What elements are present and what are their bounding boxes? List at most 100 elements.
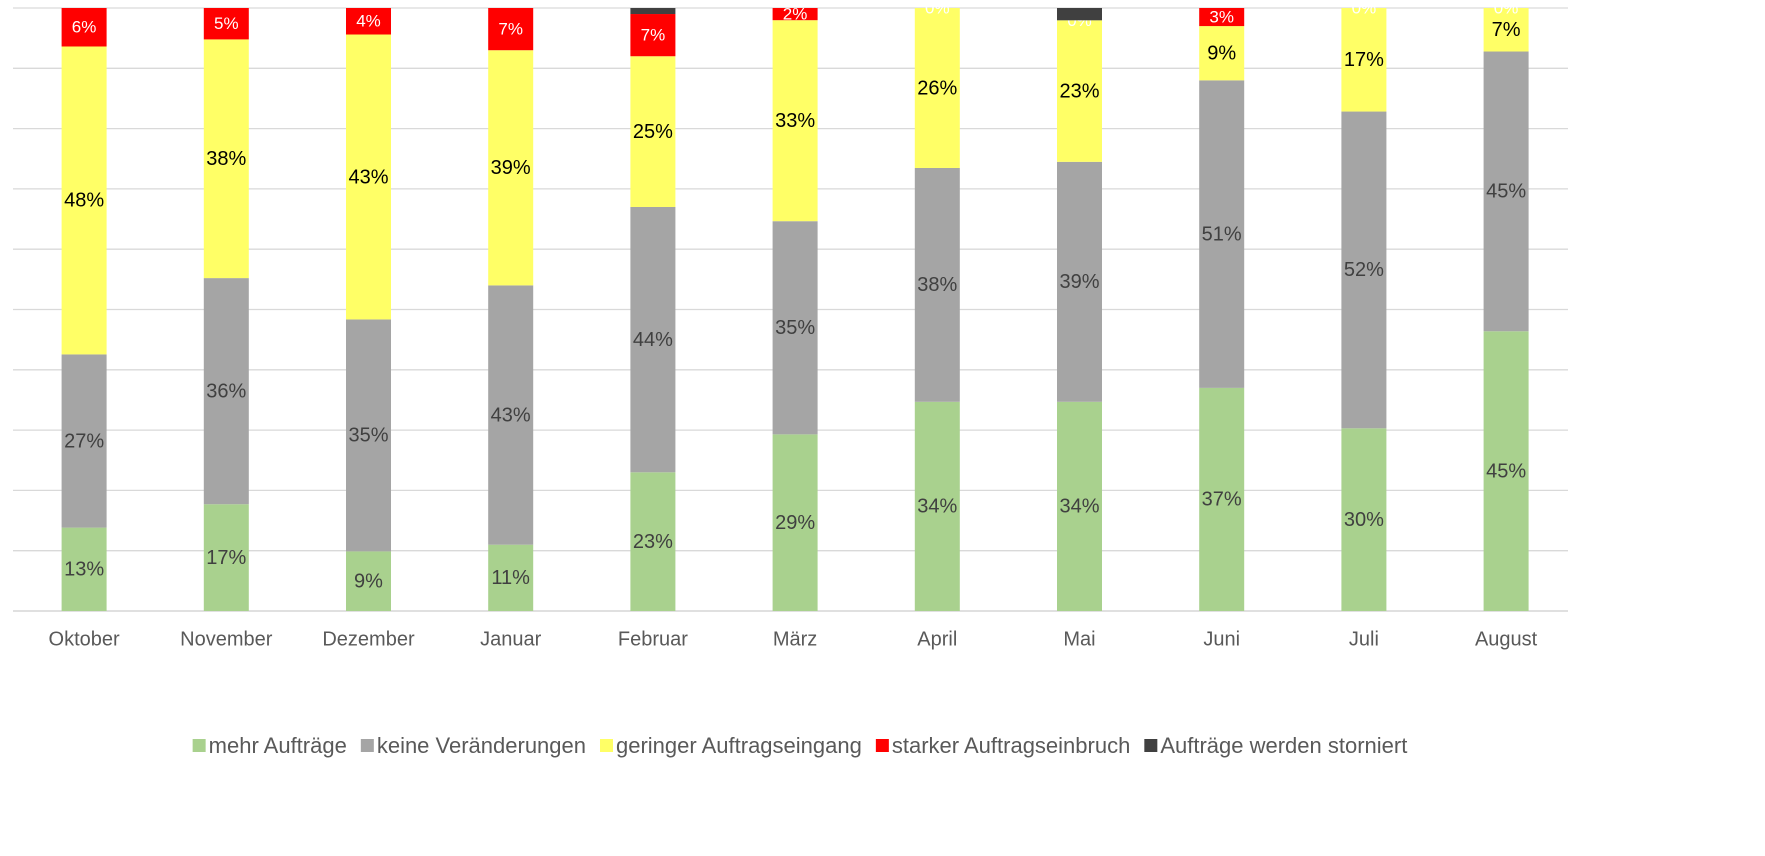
data-label: 26%: [917, 77, 957, 99]
data-label: 2%: [783, 5, 808, 24]
data-label: 11%: [491, 567, 530, 589]
bar-segment: [630, 56, 676, 207]
bar-segment: [1341, 111, 1387, 429]
bar-segment: [346, 319, 391, 552]
data-label: 43%: [348, 166, 388, 188]
bar-segment: [772, 434, 818, 611]
x-tick-label: Januar: [480, 628, 541, 650]
bar-segment: [61, 354, 107, 528]
x-tick-label: Mai: [1063, 628, 1095, 650]
data-label: 6%: [72, 18, 97, 37]
bar-segment: [1483, 51, 1529, 332]
data-label: 45%: [1486, 181, 1526, 203]
x-tick-label: Dezember: [322, 628, 415, 650]
x-tick-label: März: [773, 628, 817, 650]
bar-segment: [203, 39, 249, 279]
bar-segment: [61, 527, 107, 611]
data-label: 35%: [348, 425, 388, 447]
data-label: 33%: [775, 110, 815, 132]
x-tick-label: Juni: [1203, 628, 1240, 650]
data-label: 23%: [1059, 80, 1099, 102]
bar-segment: [1341, 8, 1387, 112]
bar-segment: [1057, 401, 1102, 611]
data-label: 7%: [1492, 19, 1521, 41]
bar-segment: [914, 167, 960, 402]
legend-label: geringer Auftragseingang: [616, 733, 862, 758]
data-label: 13%: [64, 559, 104, 581]
legend-label: keine Veränderungen: [377, 733, 586, 758]
data-label: 9%: [354, 570, 383, 592]
bar-segment: [1199, 387, 1245, 611]
data-label: 34%: [917, 496, 957, 518]
bar-segment: [630, 8, 676, 15]
data-label: 37%: [1202, 489, 1242, 511]
bar-segment: [346, 551, 391, 611]
bar-segment: [1483, 8, 1529, 52]
data-label: 27%: [64, 430, 104, 452]
bar-segment: [346, 8, 391, 35]
data-label: 36%: [206, 380, 246, 402]
bar-segment: [1057, 20, 1102, 162]
bar-segment: [772, 20, 818, 222]
bar-segment: [61, 46, 107, 355]
data-label: 44%: [633, 329, 673, 351]
bar-segment: [772, 221, 818, 435]
data-label: 0%: [925, 0, 950, 17]
legend-label: mehr Aufträge: [209, 733, 347, 758]
bar-segment: [1199, 26, 1245, 81]
bar-segment: [914, 401, 960, 611]
data-label: 43%: [491, 404, 531, 426]
bar-segment: [1199, 80, 1245, 388]
bar-segment: [203, 278, 249, 505]
bar-segment: [203, 8, 249, 40]
x-tick-label: Juli: [1349, 628, 1379, 650]
bar-segment: [772, 8, 818, 21]
bar-segment: [488, 50, 534, 286]
x-tick-label: August: [1475, 628, 1538, 650]
data-label: 38%: [206, 148, 246, 170]
legend: mehr Aufträge keine Veränderungen geringer…: [192, 733, 1407, 758]
x-tick-label: Februar: [618, 628, 688, 650]
legend-label: Aufträge werden storniert: [1160, 733, 1407, 758]
data-label: 39%: [491, 157, 531, 179]
data-label: 0%: [1494, 0, 1519, 17]
bar-segment: [914, 8, 960, 168]
bar-segment: [630, 206, 676, 473]
data-label: 3%: [1209, 8, 1234, 27]
data-label: 30%: [1344, 509, 1384, 531]
data-label: 17%: [206, 547, 246, 569]
data-label: 0%: [1352, 0, 1377, 17]
data-label: 23%: [633, 531, 673, 553]
bar-segment: [488, 285, 534, 545]
data-label: 4%: [356, 12, 381, 31]
legend-swatch: [192, 739, 206, 752]
data-label: 7%: [498, 20, 523, 39]
bar-segment: [1483, 331, 1529, 611]
bar-segment: [630, 14, 676, 57]
bar-segment: [488, 544, 534, 611]
bar-segment: [1057, 161, 1102, 402]
legend-swatch: [875, 739, 889, 752]
data-label: 5%: [214, 14, 239, 33]
data-label: 17%: [1344, 49, 1384, 71]
bar-segment: [1199, 8, 1245, 27]
x-tick-label: November: [180, 628, 273, 650]
legend-swatch: [600, 739, 613, 752]
data-label: 25%: [633, 121, 673, 143]
bar-segment: [630, 472, 676, 611]
legend-swatch: [360, 739, 374, 752]
x-tick-label: April: [917, 628, 957, 650]
bar-segment: [488, 8, 534, 51]
bar-segment: [61, 8, 107, 47]
data-label: 34%: [1059, 496, 1099, 518]
bar-segment: [203, 504, 249, 611]
data-label: 45%: [1486, 460, 1526, 482]
data-label: 51%: [1202, 223, 1242, 245]
bar-segment: [346, 34, 391, 320]
data-label: 7%: [641, 26, 666, 45]
data-label: 52%: [1344, 259, 1384, 281]
data-label: 9%: [1207, 43, 1236, 65]
x-tick-label: Oktober: [49, 628, 120, 650]
data-label: 35%: [775, 317, 815, 339]
data-label: 39%: [1059, 271, 1099, 293]
